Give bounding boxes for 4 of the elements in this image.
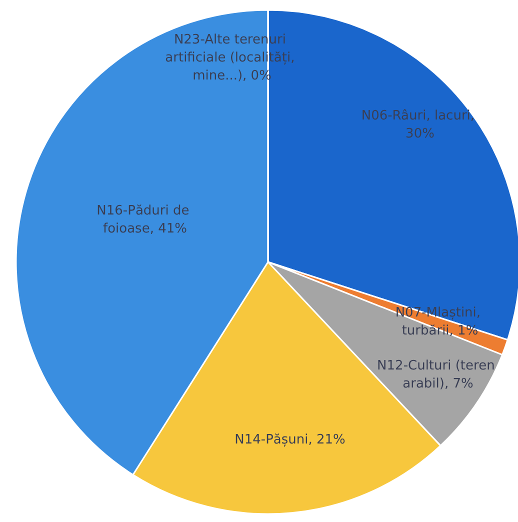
slice-label: N16-Păduri de foioase, 41% (96, 204, 194, 236)
slice-label: N06-Râuri, lacuri, 30% (361, 108, 479, 142)
slice-label: N12-Culturi (teren arabil), 7% (377, 358, 499, 392)
slice-label: N14-Pășuni, 21% (234, 432, 346, 448)
